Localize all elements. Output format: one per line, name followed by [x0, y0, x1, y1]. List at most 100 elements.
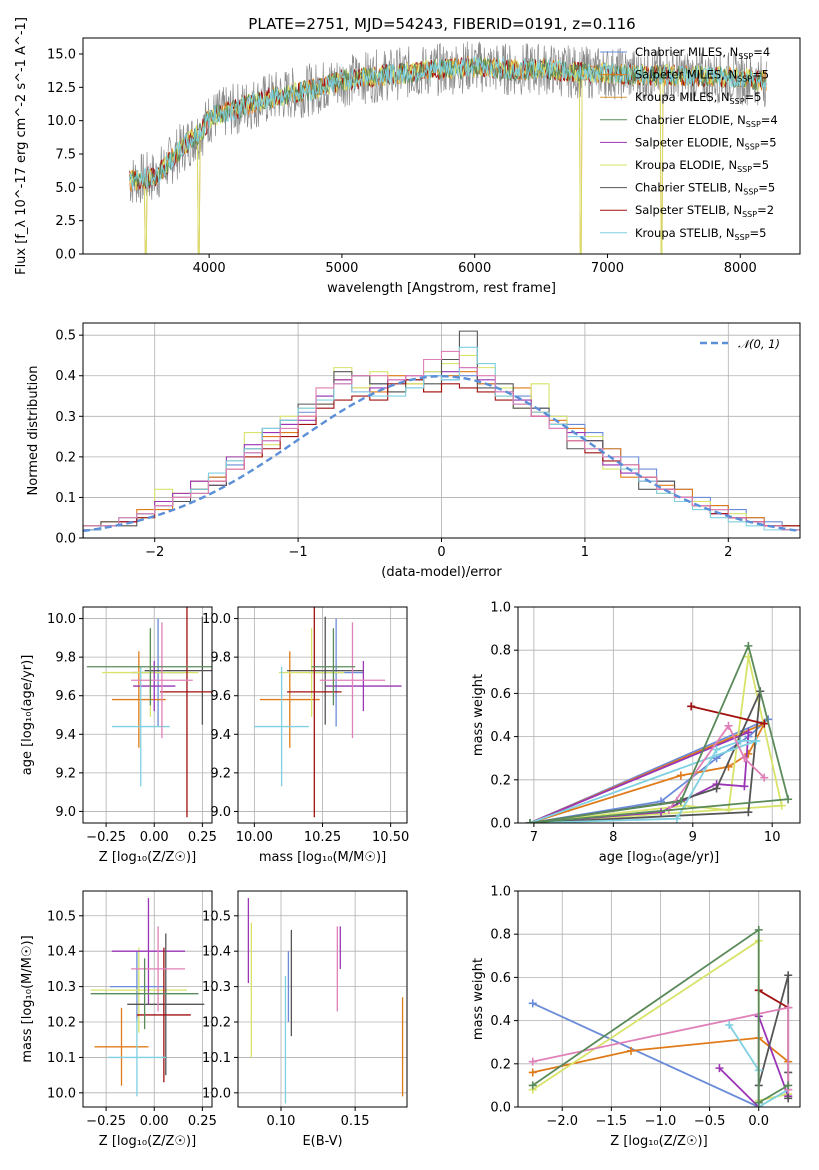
weight-marker — [528, 1081, 537, 1090]
weight-marker — [626, 1046, 635, 1055]
weight-series-line — [529, 656, 783, 823]
model-spectrum-line — [129, 55, 767, 190]
weight-marker — [687, 702, 696, 711]
axes-frame — [517, 890, 801, 1108]
y-tick-label: 9.6 — [210, 689, 231, 704]
weight-marker — [784, 1081, 793, 1090]
weight-marker — [736, 736, 745, 745]
axes-frame — [517, 606, 801, 824]
weight-marker — [740, 754, 749, 763]
y-tick-label: 0.4 — [490, 730, 511, 745]
y-tick-label: 0.8 — [490, 928, 511, 943]
legend-count: =5 — [745, 90, 762, 104]
y-tick-label: 9.0 — [210, 805, 231, 820]
plot-area-spectrum — [129, 41, 768, 254]
y-axis-label: Flux [f_λ 10^-17 erg cm^-2 s^-1 A^-1] — [14, 17, 29, 275]
weight-series-line — [758, 989, 789, 1009]
legend-count: =2 — [757, 203, 774, 217]
panel-residuals: −2 −1 0 1 2 0.0 0.1 0.2 0.3 0.4 0.5 (data-model)/er… — [26, 322, 801, 580]
y-tick-label: 0.0 — [490, 817, 511, 832]
legend-count: =5 — [760, 135, 777, 149]
x-tick-label: 0.25 — [188, 830, 217, 845]
y-axis-label: mass weight — [471, 674, 486, 756]
y-tick-label: 9.0 — [55, 805, 76, 820]
plot-area-age-vs-Z — [83, 607, 212, 823]
x-tick-label: 8 — [609, 830, 617, 845]
weight-marker — [725, 1020, 734, 1029]
x-tick-label: 0 — [437, 545, 445, 560]
weight-marker — [752, 736, 761, 745]
y-tick-label: 9.2 — [55, 766, 76, 781]
y-tick-label: 10.5 — [47, 909, 76, 924]
legend-entry: Kroupa STELIB, NSSP=5 — [635, 226, 766, 242]
y-tick-label: 0.5 — [55, 329, 76, 344]
y-tick-label: 10.1 — [202, 1051, 231, 1066]
y-tick-label: 9.2 — [210, 766, 231, 781]
x-axis-label: age [log₁₀(age/yr)] — [599, 850, 720, 865]
y-tick-label: 0.2 — [490, 773, 511, 788]
weight-marker — [528, 999, 537, 1008]
x-tick-label: 7 — [530, 830, 538, 845]
y-tick-label: 10.2 — [202, 1016, 231, 1031]
y-tick-label: 10.3 — [47, 980, 76, 995]
x-tick-label: 9 — [689, 830, 697, 845]
legend-subscript: SSP — [738, 52, 753, 61]
legend-subscript: SSP — [742, 210, 757, 219]
weight-marker — [784, 1094, 793, 1103]
y-tick-label: 10.0 — [47, 114, 76, 129]
y-tick-label: 9.6 — [55, 689, 76, 704]
legend-text: Kroupa ELODIE, N — [635, 158, 737, 172]
legend-text: Chabrier STELIB, N — [635, 181, 743, 195]
weight-marker — [760, 773, 769, 782]
y-tick-label: 10.3 — [202, 980, 231, 995]
plot-area-mass-vs-ebv — [238, 891, 407, 1107]
weight-marker — [744, 641, 753, 650]
y-tick-label: 0.0 — [490, 1101, 511, 1116]
axes-frame — [82, 37, 801, 255]
weight-marker — [784, 795, 793, 804]
y-tick-label: 10.4 — [47, 945, 76, 960]
legend-count: =5 — [752, 68, 769, 82]
x-axis-label: E(B-V) — [302, 1134, 342, 1149]
histogram-series — [83, 350, 800, 538]
legend-subscript: SSP — [746, 120, 761, 129]
y-tick-label: 12.5 — [47, 81, 76, 96]
weight-marker — [676, 771, 685, 780]
legend-subscript: SSP — [730, 97, 745, 106]
x-tick-label: −1.5 — [596, 1114, 628, 1129]
y-tick-label: 0.3 — [55, 410, 76, 425]
axes-frame — [82, 890, 213, 1108]
y-tick-label: 10.0 — [47, 612, 76, 627]
panel-weight-vs-Z: −2.0 −1.5 −1.0 −0.5 0.0 0.0 0.2 0.4 0.6 0.8 1.0 Z [… — [471, 885, 801, 1149]
panel-mass-vs-ebv: 0.10 0.15 10.0 10.1 10.2 10.3 10.4 10.5 E(B-V) — [202, 890, 408, 1149]
weight-marker — [528, 1057, 537, 1066]
legend-count: =5 — [750, 226, 767, 240]
legend-subscript: SSP — [743, 188, 758, 197]
x-tick-label: 10.25 — [304, 830, 341, 845]
x-tick-label: −1.0 — [645, 1114, 677, 1129]
x-axis-label: mass [log₁₀(M/M☉)] — [259, 850, 386, 865]
y-tick-label: 10.5 — [202, 909, 231, 924]
y-tick-label: 9.8 — [210, 651, 231, 666]
y-tick-label: 0.2 — [55, 450, 76, 465]
weight-marker — [676, 797, 685, 806]
y-axis-label: age [log₁₀(age/yr)] — [20, 655, 35, 776]
legend-entry: Chabrier ELODIE, NSSP=4 — [635, 113, 778, 129]
axes-frame — [82, 322, 801, 539]
x-tick-label: −0.25 — [86, 1114, 126, 1129]
weight-marker — [744, 728, 753, 737]
legend-entry: Chabrier STELIB, NSSP=5 — [635, 181, 775, 197]
weight-marker — [656, 808, 665, 817]
panel-weight-vs-age: 7 8 9 10 0.0 0.2 0.4 0.6 0.8 1.0 age [log₁₀(age/yr… — [471, 601, 801, 865]
y-tick-label: 0.4 — [490, 1014, 511, 1029]
x-tick-label: 8000 — [724, 261, 757, 276]
axes-frame — [237, 890, 408, 1108]
plot-area-residuals — [83, 323, 800, 538]
weight-marker — [712, 784, 721, 793]
legend-entry: 𝒩(0, 1) — [738, 337, 780, 351]
x-tick-label: 10.00 — [236, 830, 273, 845]
weight-marker — [672, 814, 681, 823]
y-tick-label: 7.5 — [55, 148, 76, 163]
x-tick-label: −0.5 — [694, 1114, 726, 1129]
